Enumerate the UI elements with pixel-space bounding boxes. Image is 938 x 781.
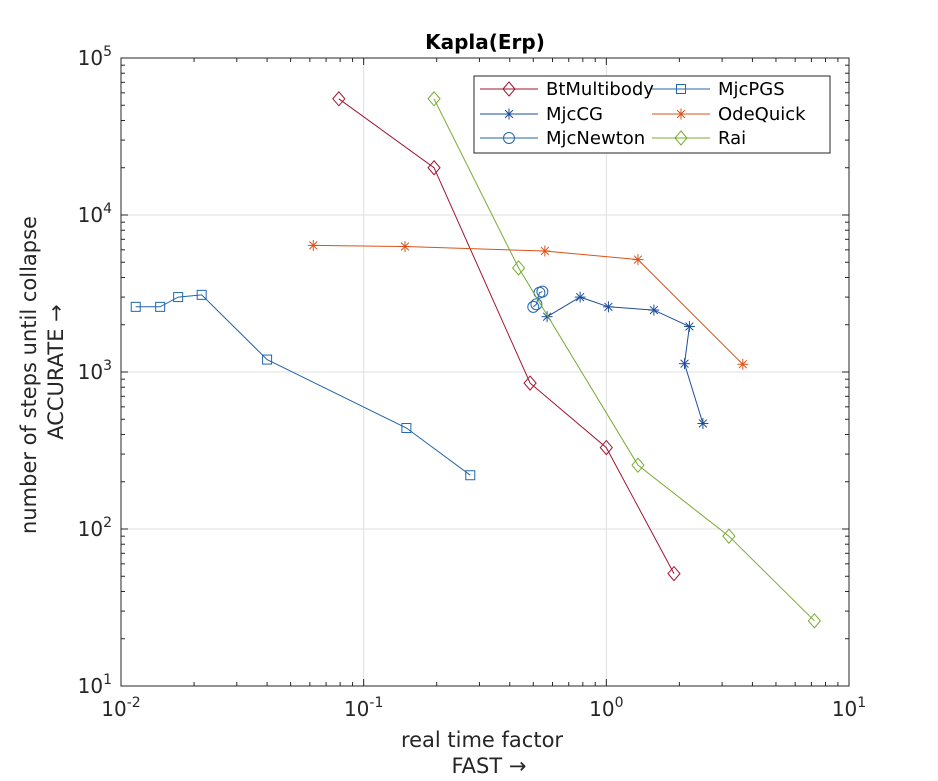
x-tick-label: 100 <box>589 695 623 721</box>
tick-labels: 10-2 10-1 100 101 101 102 103 104 105 <box>78 44 867 721</box>
legend-entry-btmultibody: BtMultibody <box>480 79 654 100</box>
asterisk-stroke <box>504 109 514 119</box>
asterisk-stroke <box>400 242 410 251</box>
y-tick-label: 104 <box>78 201 112 227</box>
asterisk-stroke <box>698 419 708 428</box>
legend-label-odequick: OdeQuick <box>718 104 806 125</box>
series-line-rai <box>433 98 815 622</box>
series-odequick <box>307 239 749 370</box>
data-point-mjccg <box>574 291 586 303</box>
data-point-mjcpgs <box>196 289 207 300</box>
legend-marker-mjcnewton <box>503 132 515 144</box>
data-point-btmultibody <box>332 90 346 107</box>
y-tick-label: 105 <box>78 44 112 70</box>
legend-entry-rai: Rai <box>652 128 746 149</box>
series-line-btmultibody <box>338 98 675 574</box>
data-point-rai <box>427 90 441 107</box>
data-point-mjcpgs <box>173 292 184 303</box>
asterisk-stroke <box>575 292 585 302</box>
series-line-mjcpgs <box>135 294 471 476</box>
y-axis-label-line2: ACCURATE → <box>44 304 68 440</box>
chart-title: Kapla(Erp) <box>425 30 545 54</box>
x-tick-label: 10-2 <box>101 695 140 721</box>
axis-ticks <box>120 57 850 687</box>
data-point-mjcpgs <box>155 301 166 312</box>
data-point-mjccg <box>679 358 691 370</box>
y-tick-label: 101 <box>78 672 112 698</box>
legend-label-mjcnewton: MjcNewton <box>546 128 645 149</box>
legend-label-mjcpgs: MjcPGS <box>718 79 785 100</box>
x-tick-label: 10-1 <box>344 695 383 721</box>
data-point-mjccg <box>697 417 709 429</box>
data-point-rai <box>722 528 736 544</box>
data-point-rai <box>807 613 822 629</box>
grid-lines <box>121 58 849 686</box>
legend: BtMultibody MjcPGS MjcCG OdeQuick MjcNewton R… <box>473 75 831 154</box>
data-point-odequick <box>632 254 644 266</box>
asterisk-stroke <box>604 302 613 312</box>
x-tick-label: 101 <box>832 695 866 721</box>
asterisk-stroke <box>685 322 694 331</box>
legend-marker-btmultibody <box>502 81 516 97</box>
data-point-odequick <box>399 241 411 253</box>
legend-entry-odequick: OdeQuick <box>652 104 806 125</box>
x-axis-label-line2: FAST → <box>452 754 527 778</box>
data-point-btmultibody <box>523 375 537 391</box>
legend-label-btmultibody: BtMultibody <box>546 79 654 100</box>
asterisk-stroke <box>680 359 689 368</box>
data-point-odequick <box>539 245 551 257</box>
y-tick-label: 102 <box>78 515 112 541</box>
series-rai <box>427 90 822 629</box>
data-point-mjcnewton <box>530 298 543 311</box>
asterisk-stroke <box>309 241 318 250</box>
data-point-odequick <box>307 239 319 251</box>
asterisk-stroke <box>738 360 748 369</box>
data-point-mjcnewton <box>536 285 549 298</box>
data-point-mjccg <box>602 301 614 313</box>
data-point-mjccg <box>648 304 660 316</box>
asterisk-stroke <box>540 246 550 256</box>
data-point-odequick <box>737 358 749 370</box>
data-point-mjcpgs <box>130 301 141 312</box>
asterisk-stroke <box>676 109 686 119</box>
legend-label-rai: Rai <box>718 128 746 149</box>
legend-marker-odequick <box>675 108 687 120</box>
legend-marker-mjcpgs <box>676 84 686 94</box>
data-point-btmultibody <box>667 565 681 582</box>
legend-label-mjccg: MjcCG <box>546 104 603 125</box>
series-mjcpgs <box>130 289 476 481</box>
asterisk-stroke <box>542 312 552 321</box>
asterisk-stroke <box>649 305 659 315</box>
legend-entry-mjccg: MjcCG <box>480 104 603 125</box>
data-point-btmultibody <box>427 159 441 176</box>
series-mjccg <box>541 291 709 429</box>
series-btmultibody <box>332 90 681 582</box>
data-point-mjcpgs <box>401 422 412 433</box>
legend-marker-rai <box>674 130 688 146</box>
series-layer <box>130 90 822 629</box>
legend-entry-mjcnewton: MjcNewton <box>480 128 645 149</box>
data-point-mjcnewton <box>527 300 540 313</box>
data-point-btmultibody <box>599 439 613 456</box>
data-point-mjcpgs <box>262 354 273 365</box>
data-point-rai <box>511 260 526 276</box>
legend-entry-mjcpgs: MjcPGS <box>652 79 785 100</box>
data-point-mjcpgs <box>465 470 476 481</box>
y-tick-label: 103 <box>78 358 112 384</box>
data-point-mjccg <box>683 320 695 332</box>
asterisk-stroke <box>633 255 643 264</box>
legend-marker-mjccg <box>503 108 515 120</box>
data-point-rai <box>631 457 645 473</box>
x-axis-label-line1: real time factor <box>401 728 563 752</box>
y-axis-label-line1: number of steps until collapse <box>17 216 41 534</box>
